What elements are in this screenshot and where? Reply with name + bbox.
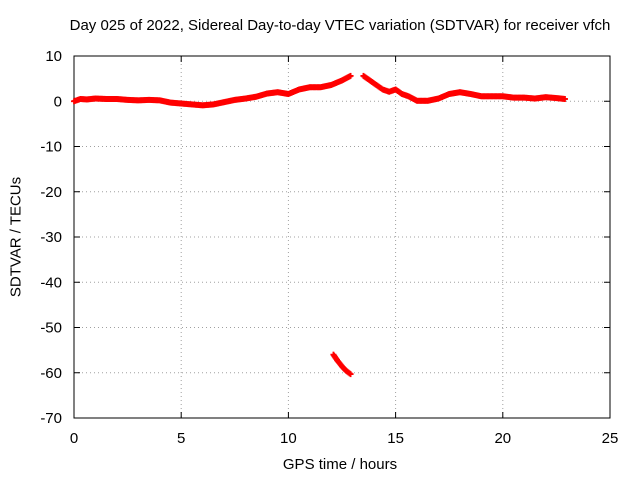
data-point — [561, 95, 568, 102]
y-tick-label: -50 — [40, 320, 62, 337]
y-tick-label: -60 — [40, 365, 62, 382]
x-tick-label: 15 — [387, 430, 404, 447]
grid — [74, 56, 610, 418]
x-tick-label: 25 — [602, 430, 619, 447]
x-axis-label: GPS time / hours — [282, 456, 398, 473]
data-point — [347, 371, 354, 378]
y-tick-label: -20 — [40, 184, 62, 201]
y-tick-label: -30 — [40, 229, 62, 246]
data-point — [347, 72, 354, 79]
x-tick-label: 5 — [177, 430, 185, 447]
data-points — [71, 72, 568, 378]
y-tick-label: -70 — [40, 410, 62, 427]
y-axis-label: SDTVAR / TECUs — [7, 176, 25, 298]
chart-title: Day 025 of 2022, Sidereal Day-to-day VTE… — [69, 17, 611, 34]
x-tick-label: 0 — [70, 430, 78, 447]
y-tick-label: 0 — [54, 93, 62, 110]
axis-ticks: 0 5 10 15 20 25 10 0 -10 -20 -30 -40 -50 -60 -70 — [40, 48, 618, 447]
y-tick-label: -10 — [40, 139, 62, 156]
y-tick-label: -40 — [40, 274, 62, 291]
y-tick-label: 10 — [45, 48, 62, 65]
x-tick-label: 20 — [494, 430, 511, 447]
x-tick-label: 10 — [280, 430, 297, 447]
